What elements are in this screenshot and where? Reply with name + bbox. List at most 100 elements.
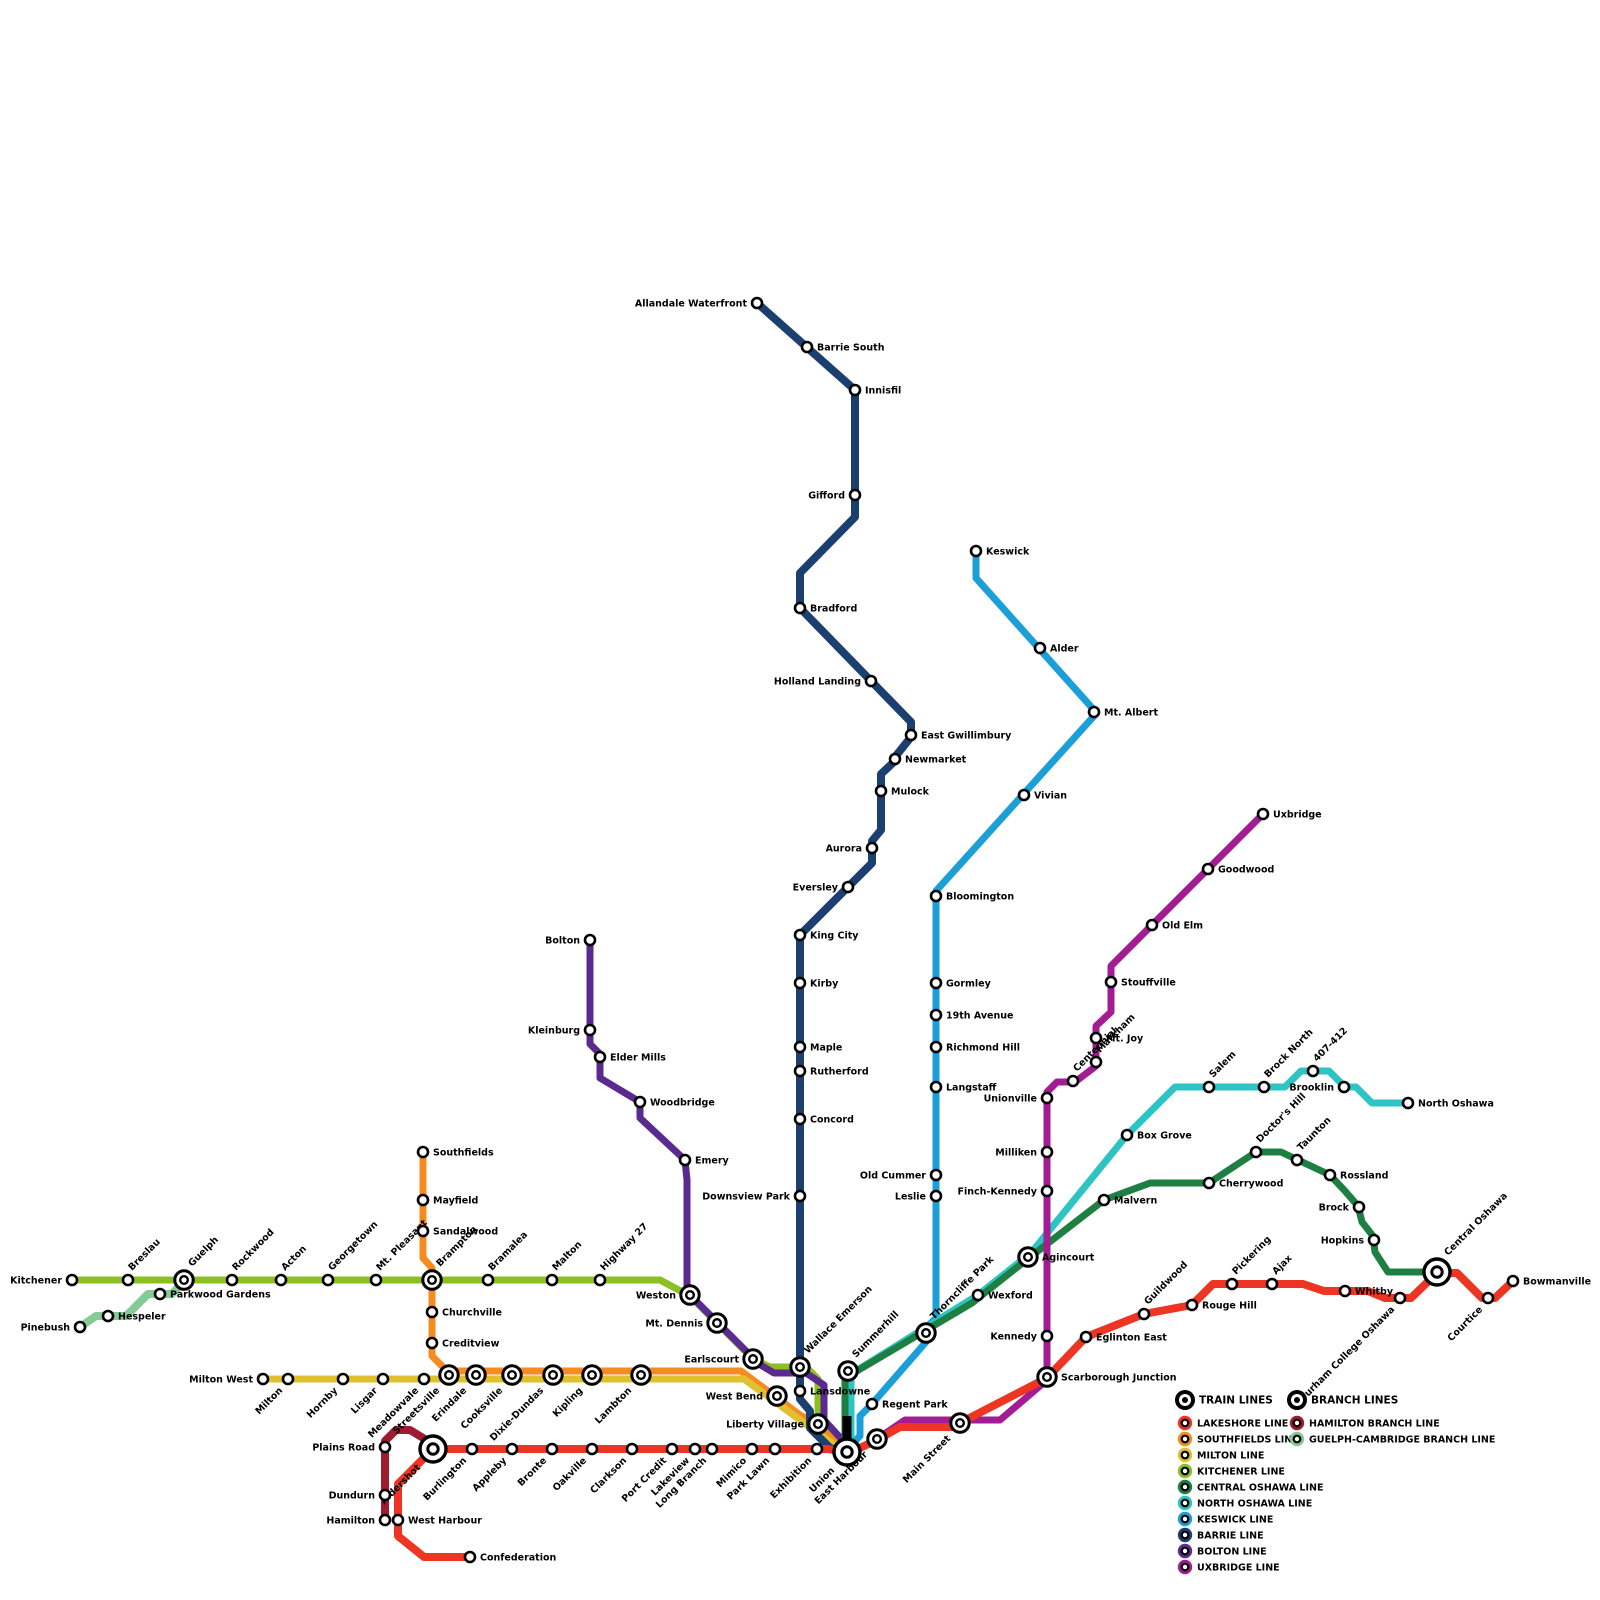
interchange-marker-inner [872, 1433, 883, 1444]
legend-branch-title: BRANCH LINES [1311, 1395, 1398, 1407]
station-label: Dundurn [329, 1491, 376, 1502]
station-uxbridge: Uxbridge [1256, 807, 1322, 821]
station-label: Maple [810, 1043, 842, 1054]
station-marker [585, 1442, 599, 1456]
station-marker [793, 601, 807, 615]
station-label: Milton West [189, 1375, 253, 1386]
legend-item-kitchener: KITCHENER LINE [1197, 1467, 1285, 1478]
major-interchange-inner [1430, 1265, 1444, 1279]
legend-item-uxbridge: UXBRIDGE LINE [1197, 1563, 1280, 1574]
interchange-marker-inner [748, 1353, 759, 1364]
station-marker [705, 1442, 719, 1456]
station-churchville: Churchville [425, 1305, 502, 1319]
station-whitby: Whitby [1338, 1284, 1394, 1298]
station-marker [929, 1008, 943, 1022]
interchange-marker-inner [507, 1369, 518, 1380]
station-label: Bolton [545, 936, 580, 947]
station-old-elm: Old Elm [1145, 918, 1203, 932]
station-marker [1225, 1277, 1239, 1291]
station-stouffville: Stouffville [1104, 975, 1176, 989]
station-marker [1201, 862, 1215, 876]
station-marker [1352, 1200, 1366, 1214]
station-marker [376, 1372, 390, 1386]
station-label: Pinebush [21, 1323, 71, 1334]
interchange-marker-inner [712, 1317, 723, 1328]
line-guelph-cambridge [76, 1277, 188, 1331]
station-label: West Bend [706, 1392, 763, 1403]
legend-icon-keswick [1177, 1511, 1193, 1527]
station-marker [274, 1273, 288, 1287]
station-marker [1338, 1284, 1352, 1298]
station-marker [848, 383, 862, 397]
station-label: Mayfield [433, 1196, 478, 1207]
station-marker [378, 1513, 392, 1527]
legend-icon-north-oshawa [1177, 1495, 1193, 1511]
legend-item-guelph-cambridge: GUELPH-CAMBRIDGE BRANCH LINE [1309, 1435, 1495, 1446]
station-concord: Concord [793, 1112, 854, 1126]
station-marker [1265, 1277, 1279, 1291]
station-marker [929, 1168, 943, 1182]
station-marker [416, 1193, 430, 1207]
station-label: Hamilton [326, 1516, 375, 1527]
station-label: Southfields [433, 1148, 494, 1159]
station-label: Kleinburg [528, 1026, 580, 1037]
station-label: Concord [810, 1115, 854, 1126]
station-label: Allandale Waterfront [635, 299, 748, 310]
legend-item-milton: MILTON LINE [1197, 1451, 1264, 1462]
station-label: Mt. Albert [1104, 708, 1158, 719]
legend-icon-guelph-cambridge [1289, 1431, 1305, 1447]
interchange-marker-inner [1022, 1251, 1033, 1262]
station-marker [793, 928, 807, 942]
station-marker [793, 1112, 807, 1126]
legend-item-lakeshore: LAKESHORE LINE [1197, 1419, 1288, 1430]
station-marker [1506, 1274, 1520, 1288]
station-marker [793, 1189, 807, 1203]
station-creditview: Creditview [425, 1336, 500, 1350]
interchange-marker-inner [444, 1369, 455, 1380]
station-marker [745, 1442, 759, 1456]
station-19th-avenue: 19th Avenue [929, 1008, 1013, 1022]
station-label: Gifford [808, 491, 845, 502]
station-marker [625, 1442, 639, 1456]
station-label: Liberty Village [726, 1420, 804, 1431]
station-marker [1040, 1145, 1054, 1159]
station-eglinton-east: Eglinton East [1079, 1330, 1167, 1344]
station-rossland: Rossland [1323, 1168, 1388, 1182]
station-marker [1089, 1031, 1103, 1045]
station-marker [929, 1080, 943, 1094]
station-marker [417, 1372, 431, 1386]
station-marker [1249, 1145, 1263, 1159]
station-label: Churchville [442, 1308, 502, 1319]
station-marker [481, 1273, 495, 1287]
station-marker [593, 1273, 607, 1287]
legend-icon-central-oshawa [1177, 1479, 1193, 1495]
interchange-marker-inner [955, 1417, 966, 1428]
station-label: Rutherford [810, 1067, 869, 1078]
station-kennedy: Kennedy [990, 1329, 1054, 1343]
station-label: Keswick [986, 547, 1030, 558]
station-goodwood: Goodwood [1201, 862, 1274, 876]
station-marker [969, 544, 983, 558]
station-bowmanville: Bowmanville [1506, 1274, 1591, 1288]
station-label: Emery [695, 1156, 730, 1167]
legend-item-central-oshawa: CENTRAL OSHAWA LINE [1197, 1483, 1323, 1494]
station-marker [888, 752, 902, 766]
station-marker [425, 1305, 439, 1319]
station-label: Old Cummer [860, 1171, 926, 1182]
station-gormley: Gormley [929, 976, 992, 990]
station-barrie-south: Barrie South [800, 340, 885, 354]
station-maple: Maple [793, 1040, 842, 1054]
station-marker [1401, 1096, 1415, 1110]
station-marker [1120, 1128, 1134, 1142]
station-west-bend: West Bend [706, 1385, 788, 1407]
station-marker [1137, 1307, 1151, 1321]
station-label: Holland Landing [774, 677, 861, 688]
station-wexford: Wexford [971, 1288, 1033, 1302]
station-label: Malvern [1114, 1196, 1157, 1207]
station-label: Rouge Hill [1202, 1301, 1257, 1312]
station-marker [465, 1442, 479, 1456]
station-marker [1256, 807, 1270, 821]
interchange-marker-inner [843, 1365, 854, 1376]
station-marker [1089, 1055, 1103, 1069]
station-label: Whitby [1355, 1287, 1394, 1298]
